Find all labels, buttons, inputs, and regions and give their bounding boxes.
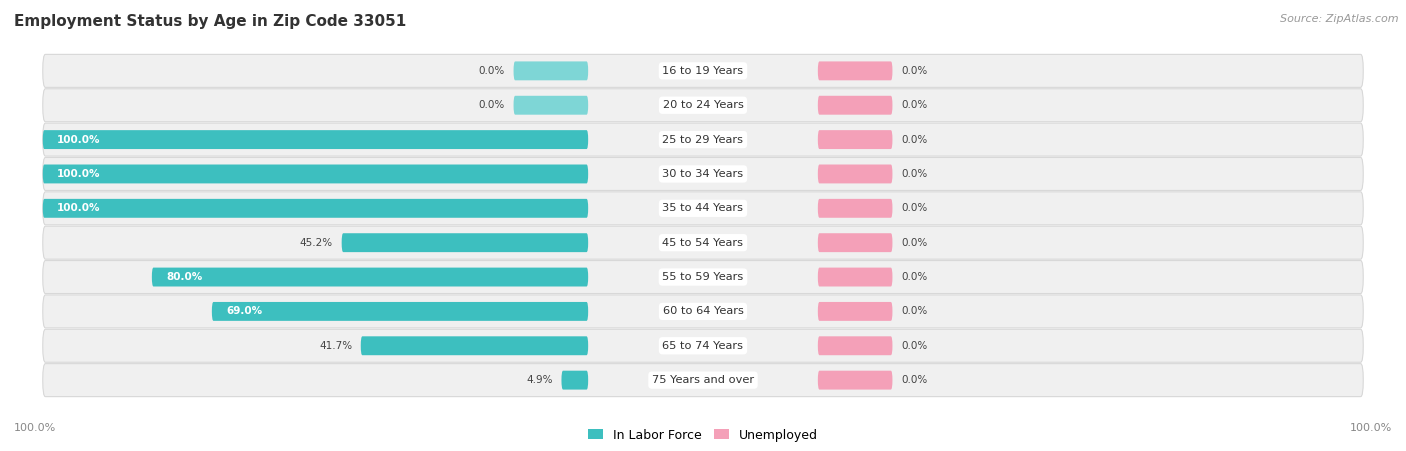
Text: 0.0%: 0.0%: [901, 238, 928, 248]
FancyBboxPatch shape: [42, 226, 1364, 259]
FancyBboxPatch shape: [42, 364, 1364, 396]
FancyBboxPatch shape: [818, 96, 893, 115]
FancyBboxPatch shape: [42, 55, 1364, 87]
Text: 0.0%: 0.0%: [901, 134, 928, 145]
Text: 60 to 64 Years: 60 to 64 Years: [662, 306, 744, 317]
Text: 75 Years and over: 75 Years and over: [652, 375, 754, 385]
Text: 100.0%: 100.0%: [14, 423, 56, 433]
FancyBboxPatch shape: [513, 96, 588, 115]
Text: 45.2%: 45.2%: [299, 238, 333, 248]
Text: 0.0%: 0.0%: [901, 375, 928, 385]
FancyBboxPatch shape: [42, 130, 588, 149]
FancyBboxPatch shape: [42, 192, 1364, 225]
Text: 0.0%: 0.0%: [901, 272, 928, 282]
Text: 0.0%: 0.0%: [901, 341, 928, 351]
Text: 0.0%: 0.0%: [901, 100, 928, 110]
FancyBboxPatch shape: [42, 123, 1364, 156]
Text: 100.0%: 100.0%: [58, 203, 101, 213]
FancyBboxPatch shape: [818, 233, 893, 252]
Text: 0.0%: 0.0%: [478, 66, 505, 76]
FancyBboxPatch shape: [42, 295, 1364, 328]
Text: 0.0%: 0.0%: [901, 306, 928, 317]
FancyBboxPatch shape: [818, 165, 893, 184]
FancyBboxPatch shape: [818, 267, 893, 286]
FancyBboxPatch shape: [818, 302, 893, 321]
FancyBboxPatch shape: [42, 89, 1364, 122]
Text: Employment Status by Age in Zip Code 33051: Employment Status by Age in Zip Code 330…: [14, 14, 406, 28]
FancyBboxPatch shape: [342, 233, 588, 252]
FancyBboxPatch shape: [818, 336, 893, 355]
FancyBboxPatch shape: [152, 267, 588, 286]
FancyBboxPatch shape: [42, 329, 1364, 362]
FancyBboxPatch shape: [818, 130, 893, 149]
FancyBboxPatch shape: [42, 199, 588, 218]
Text: 25 to 29 Years: 25 to 29 Years: [662, 134, 744, 145]
FancyBboxPatch shape: [818, 61, 893, 80]
Text: 69.0%: 69.0%: [226, 306, 263, 317]
Text: 41.7%: 41.7%: [319, 341, 352, 351]
Text: 0.0%: 0.0%: [901, 66, 928, 76]
Legend: In Labor Force, Unemployed: In Labor Force, Unemployed: [583, 423, 823, 446]
Text: 100.0%: 100.0%: [1350, 423, 1392, 433]
Text: 100.0%: 100.0%: [58, 134, 101, 145]
Text: 20 to 24 Years: 20 to 24 Years: [662, 100, 744, 110]
Text: 0.0%: 0.0%: [901, 169, 928, 179]
FancyBboxPatch shape: [818, 199, 893, 218]
FancyBboxPatch shape: [42, 261, 1364, 294]
FancyBboxPatch shape: [212, 302, 588, 321]
FancyBboxPatch shape: [361, 336, 588, 355]
Text: Source: ZipAtlas.com: Source: ZipAtlas.com: [1281, 14, 1399, 23]
FancyBboxPatch shape: [42, 165, 588, 184]
Text: 65 to 74 Years: 65 to 74 Years: [662, 341, 744, 351]
Text: 80.0%: 80.0%: [166, 272, 202, 282]
FancyBboxPatch shape: [561, 371, 588, 390]
Text: 55 to 59 Years: 55 to 59 Years: [662, 272, 744, 282]
Text: 45 to 54 Years: 45 to 54 Years: [662, 238, 744, 248]
Text: 0.0%: 0.0%: [901, 203, 928, 213]
Text: 35 to 44 Years: 35 to 44 Years: [662, 203, 744, 213]
Text: 16 to 19 Years: 16 to 19 Years: [662, 66, 744, 76]
Text: 30 to 34 Years: 30 to 34 Years: [662, 169, 744, 179]
Text: 100.0%: 100.0%: [58, 169, 101, 179]
FancyBboxPatch shape: [513, 61, 588, 80]
Text: 0.0%: 0.0%: [478, 100, 505, 110]
FancyBboxPatch shape: [818, 371, 893, 390]
Text: 4.9%: 4.9%: [526, 375, 553, 385]
FancyBboxPatch shape: [42, 157, 1364, 190]
